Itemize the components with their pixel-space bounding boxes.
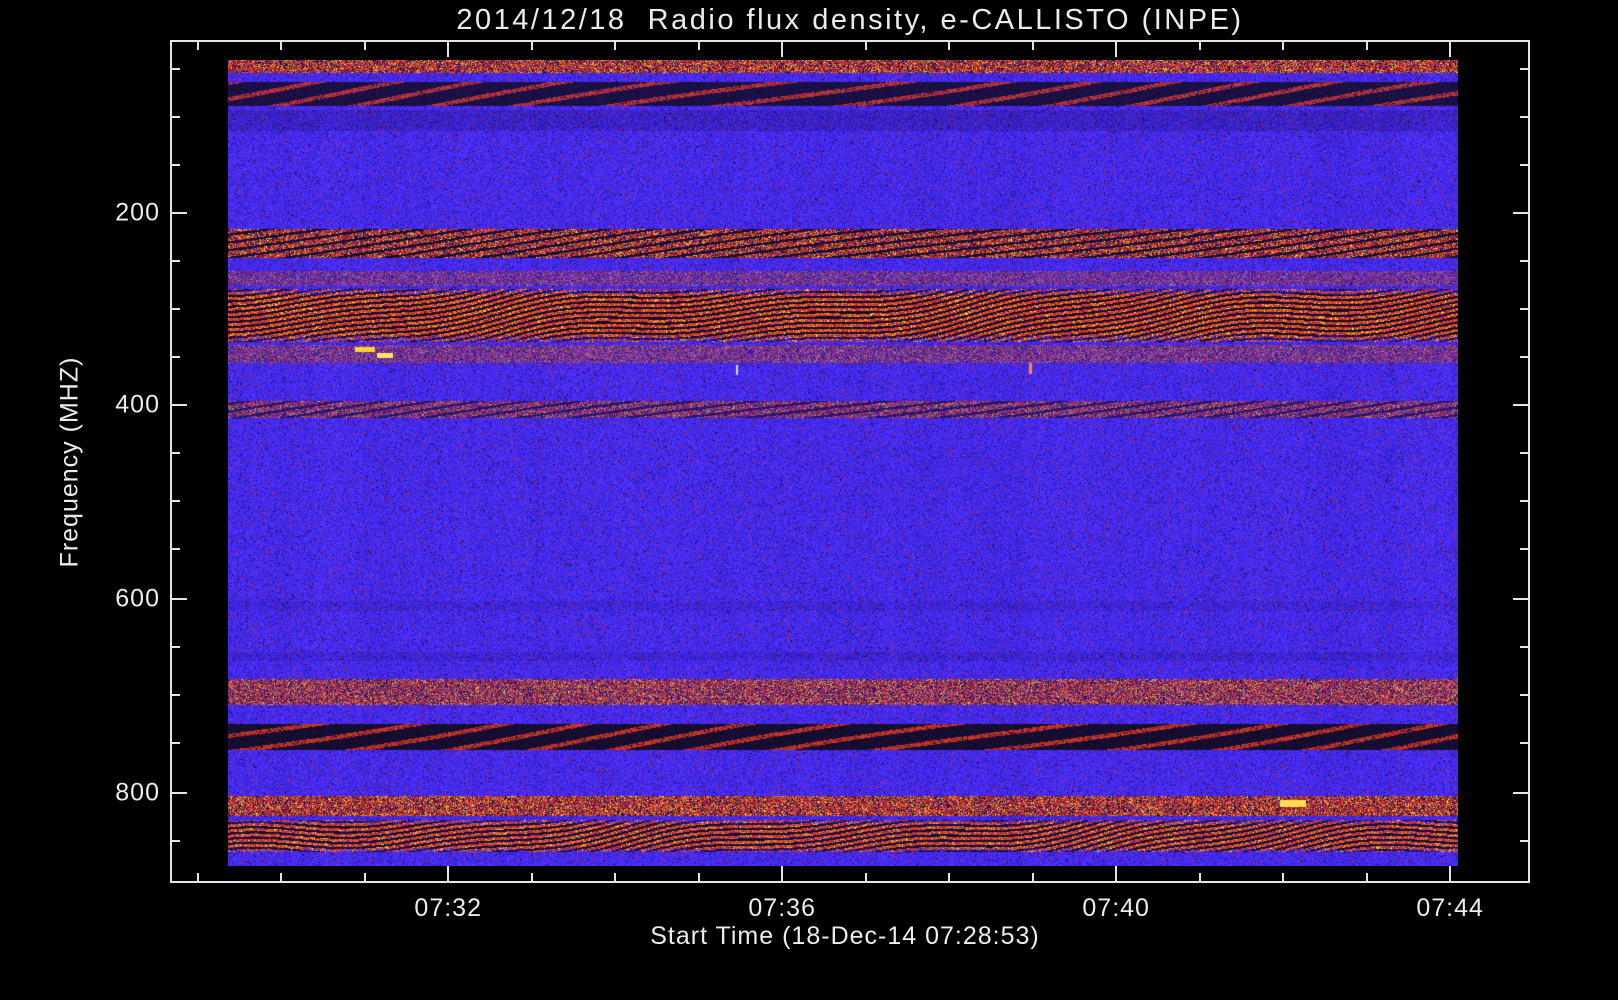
top-axis-tick-major xyxy=(781,42,784,57)
y-tick-label: 400 xyxy=(115,390,160,419)
right-axis-tick-minor xyxy=(1520,308,1528,311)
y-axis-label: Frequency (MHZ) xyxy=(55,356,84,568)
right-axis-tick-major xyxy=(1513,792,1528,795)
bottom-axis-tick-minor xyxy=(1198,873,1201,881)
bottom-axis-tick-major xyxy=(1115,866,1118,881)
left-axis-tick-minor xyxy=(172,646,180,649)
bottom-axis-tick-minor xyxy=(864,873,867,881)
bottom-axis-tick-major xyxy=(1449,866,1452,881)
top-axis-tick-minor xyxy=(948,42,951,50)
top-axis-tick-minor xyxy=(530,42,533,50)
left-axis-tick-major xyxy=(172,792,187,795)
x-axis-label: Start Time (18-Dec-14 07:28:53) xyxy=(650,922,1040,950)
left-axis-tick-minor xyxy=(172,548,180,551)
top-axis-tick-minor xyxy=(280,42,283,50)
top-axis-tick-minor xyxy=(1282,42,1285,50)
right-axis-tick-major xyxy=(1513,212,1528,215)
top-axis-tick-major xyxy=(1115,42,1118,57)
x-tick-label: 07:36 xyxy=(748,894,816,922)
x-tick-label: 07:32 xyxy=(414,894,482,922)
top-axis-tick-minor xyxy=(1031,42,1034,50)
right-axis-tick-minor xyxy=(1520,646,1528,649)
y-tick-label: 800 xyxy=(115,778,160,807)
top-axis-tick-minor xyxy=(864,42,867,50)
bottom-axis-tick-minor xyxy=(363,873,366,881)
right-axis-tick-minor xyxy=(1520,742,1528,745)
bottom-axis-tick-minor xyxy=(948,873,951,881)
top-axis-tick-minor xyxy=(1198,42,1201,50)
top-axis-tick-major xyxy=(447,42,450,57)
bottom-axis-tick-minor xyxy=(1365,873,1368,881)
top-axis-tick-minor xyxy=(196,42,199,50)
bottom-axis-tick-minor xyxy=(280,873,283,881)
right-axis-tick-minor xyxy=(1520,840,1528,843)
right-axis-tick-minor xyxy=(1520,452,1528,455)
left-axis-tick-minor xyxy=(172,260,180,263)
left-axis-tick-minor xyxy=(172,840,180,843)
left-axis-tick-minor xyxy=(172,116,180,119)
right-axis-tick-minor xyxy=(1520,356,1528,359)
right-axis-tick-major xyxy=(1513,404,1528,407)
left-axis-tick-minor xyxy=(172,308,180,311)
bottom-axis-tick-major xyxy=(447,866,450,881)
top-axis-tick-minor xyxy=(1365,42,1368,50)
bottom-axis-tick-minor xyxy=(697,873,700,881)
top-axis-tick-major xyxy=(1449,42,1452,57)
bottom-axis-tick-minor xyxy=(196,873,199,881)
top-axis-tick-minor xyxy=(614,42,617,50)
y-tick-label: 600 xyxy=(115,584,160,613)
y-tick-label: 200 xyxy=(115,198,160,227)
top-axis-tick-minor xyxy=(363,42,366,50)
right-axis-tick-minor xyxy=(1520,260,1528,263)
left-axis-tick-minor xyxy=(172,356,180,359)
left-axis-tick-minor xyxy=(172,500,180,503)
plot-frame xyxy=(170,40,1530,883)
bottom-axis-tick-minor xyxy=(614,873,617,881)
left-axis-tick-minor xyxy=(172,694,180,697)
left-axis-tick-minor xyxy=(172,452,180,455)
right-axis-tick-minor xyxy=(1520,500,1528,503)
right-axis-tick-major xyxy=(1513,598,1528,601)
bottom-axis-tick-minor xyxy=(1031,873,1034,881)
left-axis-tick-minor xyxy=(172,742,180,745)
left-axis-tick-minor xyxy=(172,164,180,167)
x-tick-label: 07:44 xyxy=(1416,894,1484,922)
plot-title: 2014/12/18 Radio flux density, e-CALLIST… xyxy=(456,4,1244,36)
left-axis-tick-major xyxy=(172,212,187,215)
left-axis-tick-minor xyxy=(172,68,180,71)
bottom-axis-tick-minor xyxy=(1282,873,1285,881)
right-axis-tick-minor xyxy=(1520,116,1528,119)
left-axis-tick-major xyxy=(172,404,187,407)
top-axis-tick-minor xyxy=(697,42,700,50)
x-tick-label: 07:40 xyxy=(1082,894,1150,922)
right-axis-tick-minor xyxy=(1520,164,1528,167)
spectrogram-canvas xyxy=(228,60,1458,866)
right-axis-tick-minor xyxy=(1520,548,1528,551)
bottom-axis-tick-minor xyxy=(530,873,533,881)
bottom-axis-tick-major xyxy=(781,866,784,881)
right-axis-tick-minor xyxy=(1520,694,1528,697)
left-axis-tick-major xyxy=(172,598,187,601)
right-axis-tick-minor xyxy=(1520,68,1528,71)
